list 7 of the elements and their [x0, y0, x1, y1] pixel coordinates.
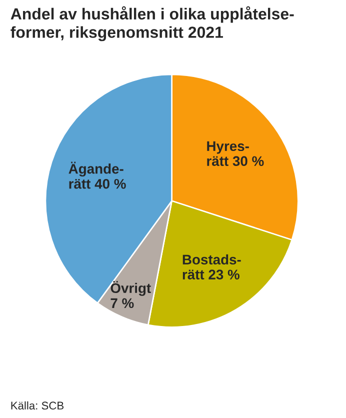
slice-label: Övrigt [110, 281, 151, 296]
data-label: 7 % [110, 298, 134, 308]
slice-label: Bostads- rätt 23 % [182, 254, 241, 280]
slice-label: Hyres- rätt 30 % [207, 141, 264, 166]
chart-title: Andel av hushållen i olika upplåtelse- former, riksgenomsnitt 2021 [10, 6, 294, 42]
text: Källa: SCB [11, 401, 64, 410]
slice-label: Ägande- rätt 40 % [68, 162, 126, 189]
